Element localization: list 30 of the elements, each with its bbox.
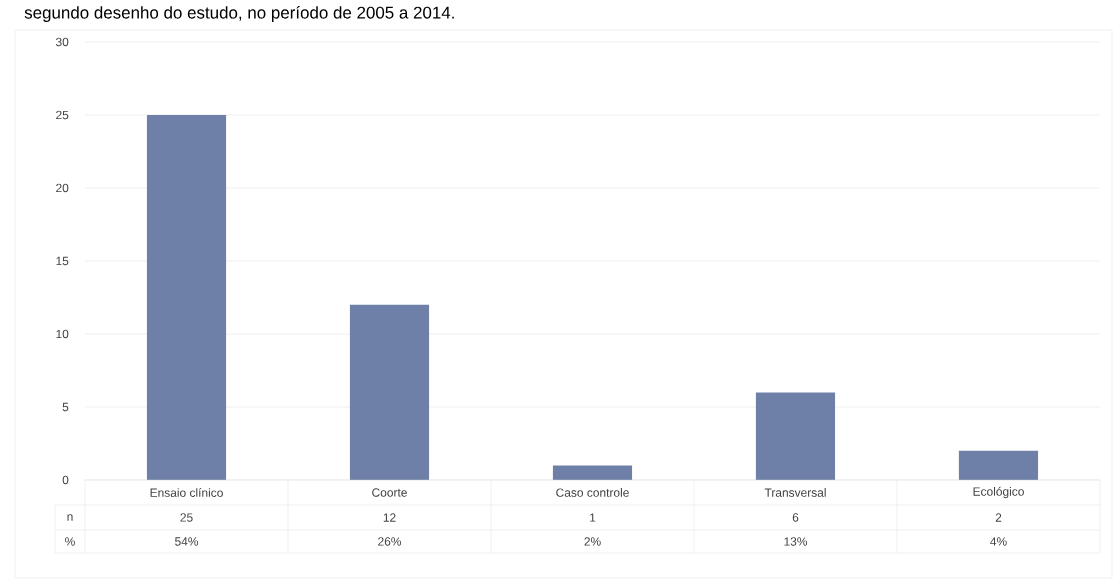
text: 54% bbox=[175, 537, 199, 546]
data-label: 25 bbox=[180, 513, 193, 522]
bar bbox=[552, 465, 633, 480]
text: 4% bbox=[990, 537, 1007, 546]
y-tick-label: 20 bbox=[56, 183, 69, 193]
x-tick-label: Transversal bbox=[764, 488, 826, 497]
chart-title: segundo desenho do estudo, no período de 2005 a 2014. bbox=[24, 6, 454, 22]
bar bbox=[958, 450, 1039, 480]
text: % bbox=[65, 537, 75, 546]
bar bbox=[349, 304, 430, 480]
text: 13% bbox=[784, 537, 808, 546]
data-label: 2 bbox=[995, 513, 1002, 522]
x-tick-label: Ecológico bbox=[973, 486, 1024, 499]
data-label: 6 bbox=[792, 513, 799, 522]
x-tick-label: Coorte bbox=[372, 488, 407, 497]
data-label: 12 bbox=[383, 513, 396, 522]
text: 26% bbox=[378, 537, 402, 546]
y-tick-label: 5 bbox=[62, 402, 69, 412]
y-tick-label: 30 bbox=[55, 37, 69, 47]
y-tick-label: 10 bbox=[56, 329, 69, 339]
data-label: 1 bbox=[590, 513, 596, 522]
x-tick-label: Caso controle bbox=[556, 488, 629, 497]
bar bbox=[755, 392, 836, 480]
y-tick-label: 15 bbox=[56, 256, 69, 266]
text: 2% bbox=[584, 537, 601, 546]
x-tick-label: Ensaio clínico bbox=[150, 488, 223, 497]
text: n bbox=[67, 514, 73, 521]
y-tick-label: 0 bbox=[62, 475, 69, 485]
bar bbox=[146, 114, 227, 480]
y-tick-label: 25 bbox=[56, 110, 69, 120]
